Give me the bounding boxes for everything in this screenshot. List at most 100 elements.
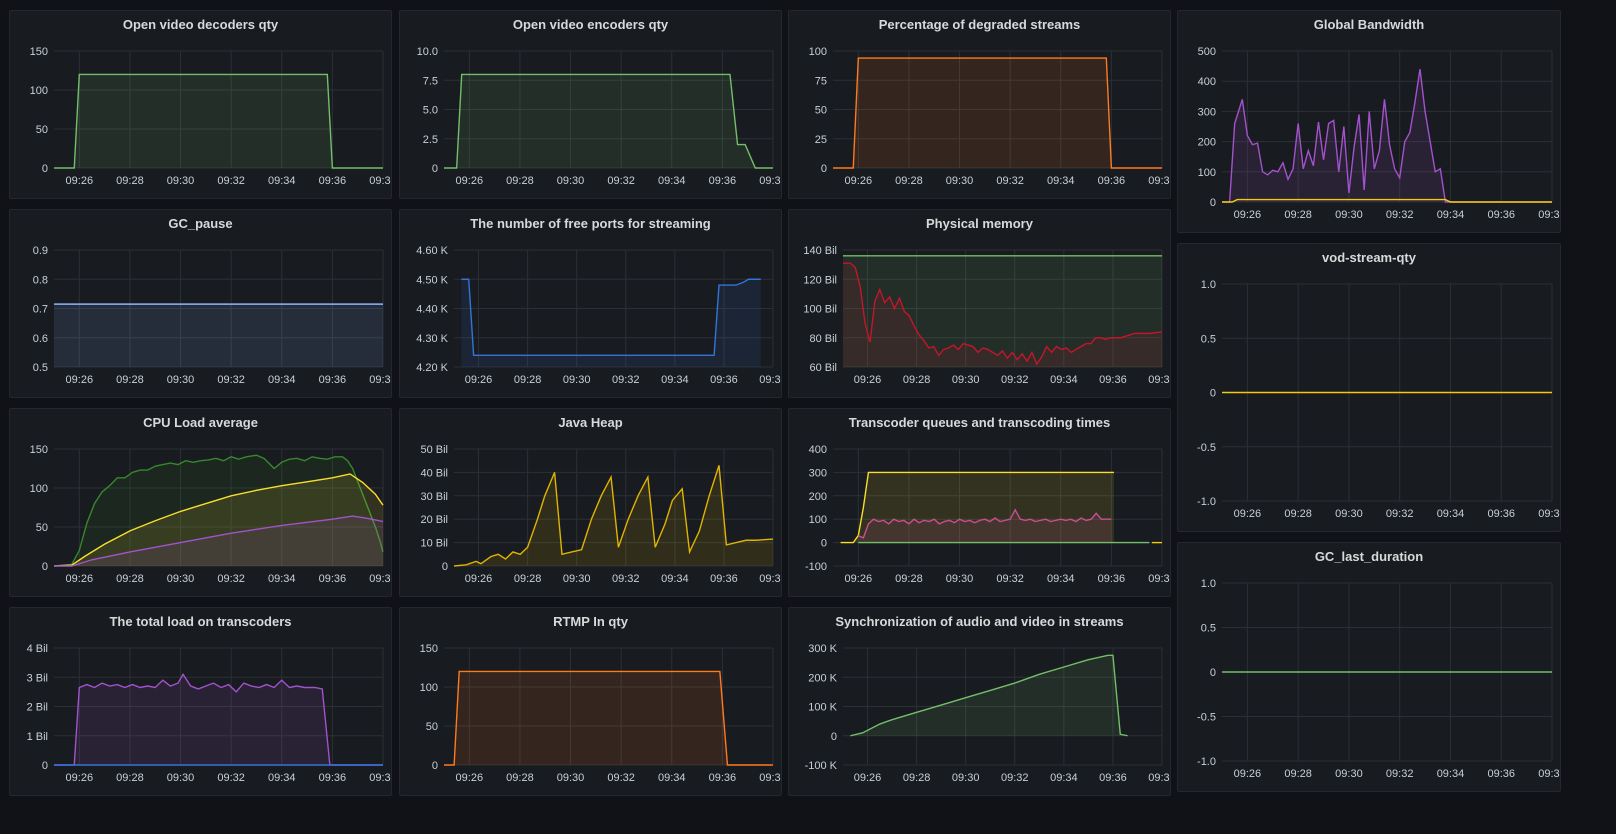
x-tick-label: 09:38	[1538, 209, 1560, 221]
x-tick-label: 09:26	[465, 374, 493, 386]
panel-free-ports[interactable]: The number of free ports for streaming 4.…	[399, 209, 782, 398]
y-tick-label: 400	[809, 444, 827, 456]
y-tick-label: -1.0	[1197, 756, 1216, 768]
x-tick-label: 09:30	[1335, 768, 1363, 780]
y-tick-label: -0.5	[1197, 442, 1216, 454]
panel-open-video-encoders[interactable]: Open video encoders qty 10.0 7.5 5.0 2.5 0 09:…	[399, 10, 782, 199]
y-tick-label: 4.30 K	[416, 333, 448, 345]
y-tick-label: 10.0	[417, 46, 438, 58]
x-tick-label: 09:26	[845, 175, 873, 187]
panel-vod-stream-qty[interactable]: vod-stream-qty 1.0 0.5 0 -0.5 -1.0 09:26 09:28 0…	[1177, 243, 1561, 532]
y-tick-label: 400	[1198, 76, 1216, 88]
panel-chart: 150 100 50 0 09:26 09:28 09:30 09:32 09:34 09:36 0…	[30, 444, 391, 585]
y-tick-label: 0	[821, 163, 827, 175]
panel-global-bandwidth[interactable]: Global Bandwidth 500 400 300 200 100 0 09:26 09:…	[1177, 10, 1561, 233]
x-tick-label: 09:28	[116, 374, 144, 386]
series-area	[54, 473, 383, 566]
x-tick-label: 09:32	[607, 175, 635, 187]
panel-title: The total load on transcoders	[109, 614, 292, 629]
x-tick-label: 09:38	[1148, 374, 1170, 386]
x-tick-label: 09:32	[996, 573, 1024, 585]
x-tick-label: 09:26	[1234, 768, 1262, 780]
x-tick-label: 09:30	[952, 772, 980, 784]
x-tick-label: 09:32	[217, 772, 245, 784]
x-tick-label: 09:28	[903, 374, 931, 386]
x-tick-label: 09:26	[456, 772, 484, 784]
x-tick-label: 09:36	[710, 374, 738, 386]
x-tick-label: 09:26	[465, 573, 493, 585]
series-line	[461, 278, 761, 357]
panel-title: vod-stream-qty	[1322, 250, 1416, 265]
panel-chart: 150 100 50 0 09:26 09:28 09:30 09:32 09:34 09:36 0…	[30, 46, 391, 187]
y-tick-label: 4.60 K	[416, 245, 448, 257]
x-tick-label: 09:34	[658, 175, 686, 187]
panel-audio-video-sync[interactable]: Synchronization of audio and video in st…	[788, 607, 1171, 796]
series-area	[54, 74, 383, 168]
panel-open-video-decoders[interactable]: Open video decoders qty 150 100 50 0 09:26 09:…	[9, 10, 392, 199]
panel-degraded-streams[interactable]: Percentage of degraded streams 100 75 50 25 0…	[788, 10, 1171, 199]
series-area	[833, 58, 1162, 168]
x-tick-label: 09:30	[167, 573, 195, 585]
x-tick-label: 09:34	[661, 374, 689, 386]
x-tick-label: 09:38	[759, 573, 781, 585]
x-tick-label: 09:38	[1538, 768, 1560, 780]
x-tick-label: 09:38	[1148, 772, 1170, 784]
x-tick-label: 09:36	[1487, 768, 1515, 780]
panel-title: Physical memory	[926, 216, 1033, 231]
y-tick-label: 0	[821, 538, 827, 550]
x-tick-label: 09:30	[946, 573, 974, 585]
x-tick-label: 09:34	[658, 772, 686, 784]
series-area	[444, 671, 773, 765]
y-tick-label: 7.5	[423, 75, 438, 87]
x-tick-label: 09:32	[217, 573, 245, 585]
x-tick-label: 09:38	[759, 374, 781, 386]
series-line	[858, 508, 1112, 539]
panel-transcoder-queues[interactable]: Transcoder queues and transcoding times 4…	[788, 408, 1171, 597]
series-area	[54, 304, 383, 367]
y-tick-label: 0.5	[1201, 623, 1216, 635]
panel-cpu-load[interactable]: CPU Load average 150 100 50 0 09:26 09:28 09:30…	[9, 408, 392, 597]
x-tick-label: 09:34	[268, 374, 296, 386]
x-tick-label: 09:26	[66, 175, 94, 187]
panel-physical-memory[interactable]: Physical memory 140 Bil 120 Bil 100 Bil 80 B…	[788, 209, 1171, 398]
panel-title: Open video decoders qty	[122, 17, 279, 32]
x-tick-label: 09:36	[709, 175, 737, 187]
y-tick-label: 200	[809, 491, 827, 503]
x-tick-label: 09:30	[563, 573, 591, 585]
y-tick-label: 0.6	[33, 333, 48, 345]
panel-title: CPU Load average	[143, 415, 258, 430]
x-tick-label: 09:34	[661, 573, 689, 585]
y-tick-label: 0	[432, 163, 438, 175]
x-tick-label: 09:34	[268, 175, 296, 187]
panel-chart: 4.60 K 4.50 K 4.40 K 4.30 K 4.20 K 09:26 09:28…	[416, 245, 781, 386]
y-tick-label: 0	[42, 561, 48, 573]
series-line	[444, 670, 773, 766]
y-tick-label: 1.0	[1201, 279, 1216, 291]
x-tick-label: 09:28	[506, 175, 534, 187]
x-tick-label: 09:32	[612, 374, 640, 386]
panel-gc-last-duration[interactable]: GC_last_duration 1.0 0.5 0 -0.5 -1.0 09:26 09:2…	[1177, 542, 1561, 792]
x-tick-label: 09:32	[1386, 768, 1414, 780]
y-tick-label: 150	[30, 46, 48, 58]
y-tick-label: 75	[815, 75, 827, 87]
y-tick-label: -100	[805, 561, 827, 573]
x-tick-label: 09:26	[1234, 209, 1262, 221]
x-tick-label: 09:28	[116, 772, 144, 784]
y-tick-label: 0.5	[1201, 333, 1216, 345]
panel-java-heap[interactable]: Java Heap 50 Bil 40 Bil 30 Bil 20 Bil 10 Bil 0…	[399, 408, 782, 597]
x-tick-label: 09:26	[854, 374, 882, 386]
series-area	[1222, 69, 1552, 202]
panel-chart: 140 Bil 120 Bil 100 Bil 80 Bil 60 Bil 09:26 09…	[803, 245, 1170, 386]
x-tick-label: 09:36	[319, 772, 347, 784]
y-tick-label: 300	[809, 467, 827, 479]
panel-total-load-transcoders[interactable]: The total load on transcoders 4 Bil 3 Bil 2…	[9, 607, 392, 796]
y-tick-label: 120 Bil	[803, 274, 837, 286]
panel-rtmp-in-qty[interactable]: RTMP In qty 150 100 50 0 09:26 09:28 09:30 09:32…	[399, 607, 782, 796]
y-tick-label: 0.8	[33, 274, 48, 286]
y-tick-label: 0	[1210, 197, 1216, 209]
panel-gc-pause[interactable]: GC_pause 0.9 0.8 0.7 0.6 0.5 09:26 09:28 09:30 09…	[9, 209, 392, 398]
y-tick-label: 0.7	[33, 304, 48, 316]
y-tick-label: 40 Bil	[420, 467, 448, 479]
y-tick-label: 4.50 K	[416, 274, 448, 286]
panel-title: Java Heap	[558, 415, 623, 430]
